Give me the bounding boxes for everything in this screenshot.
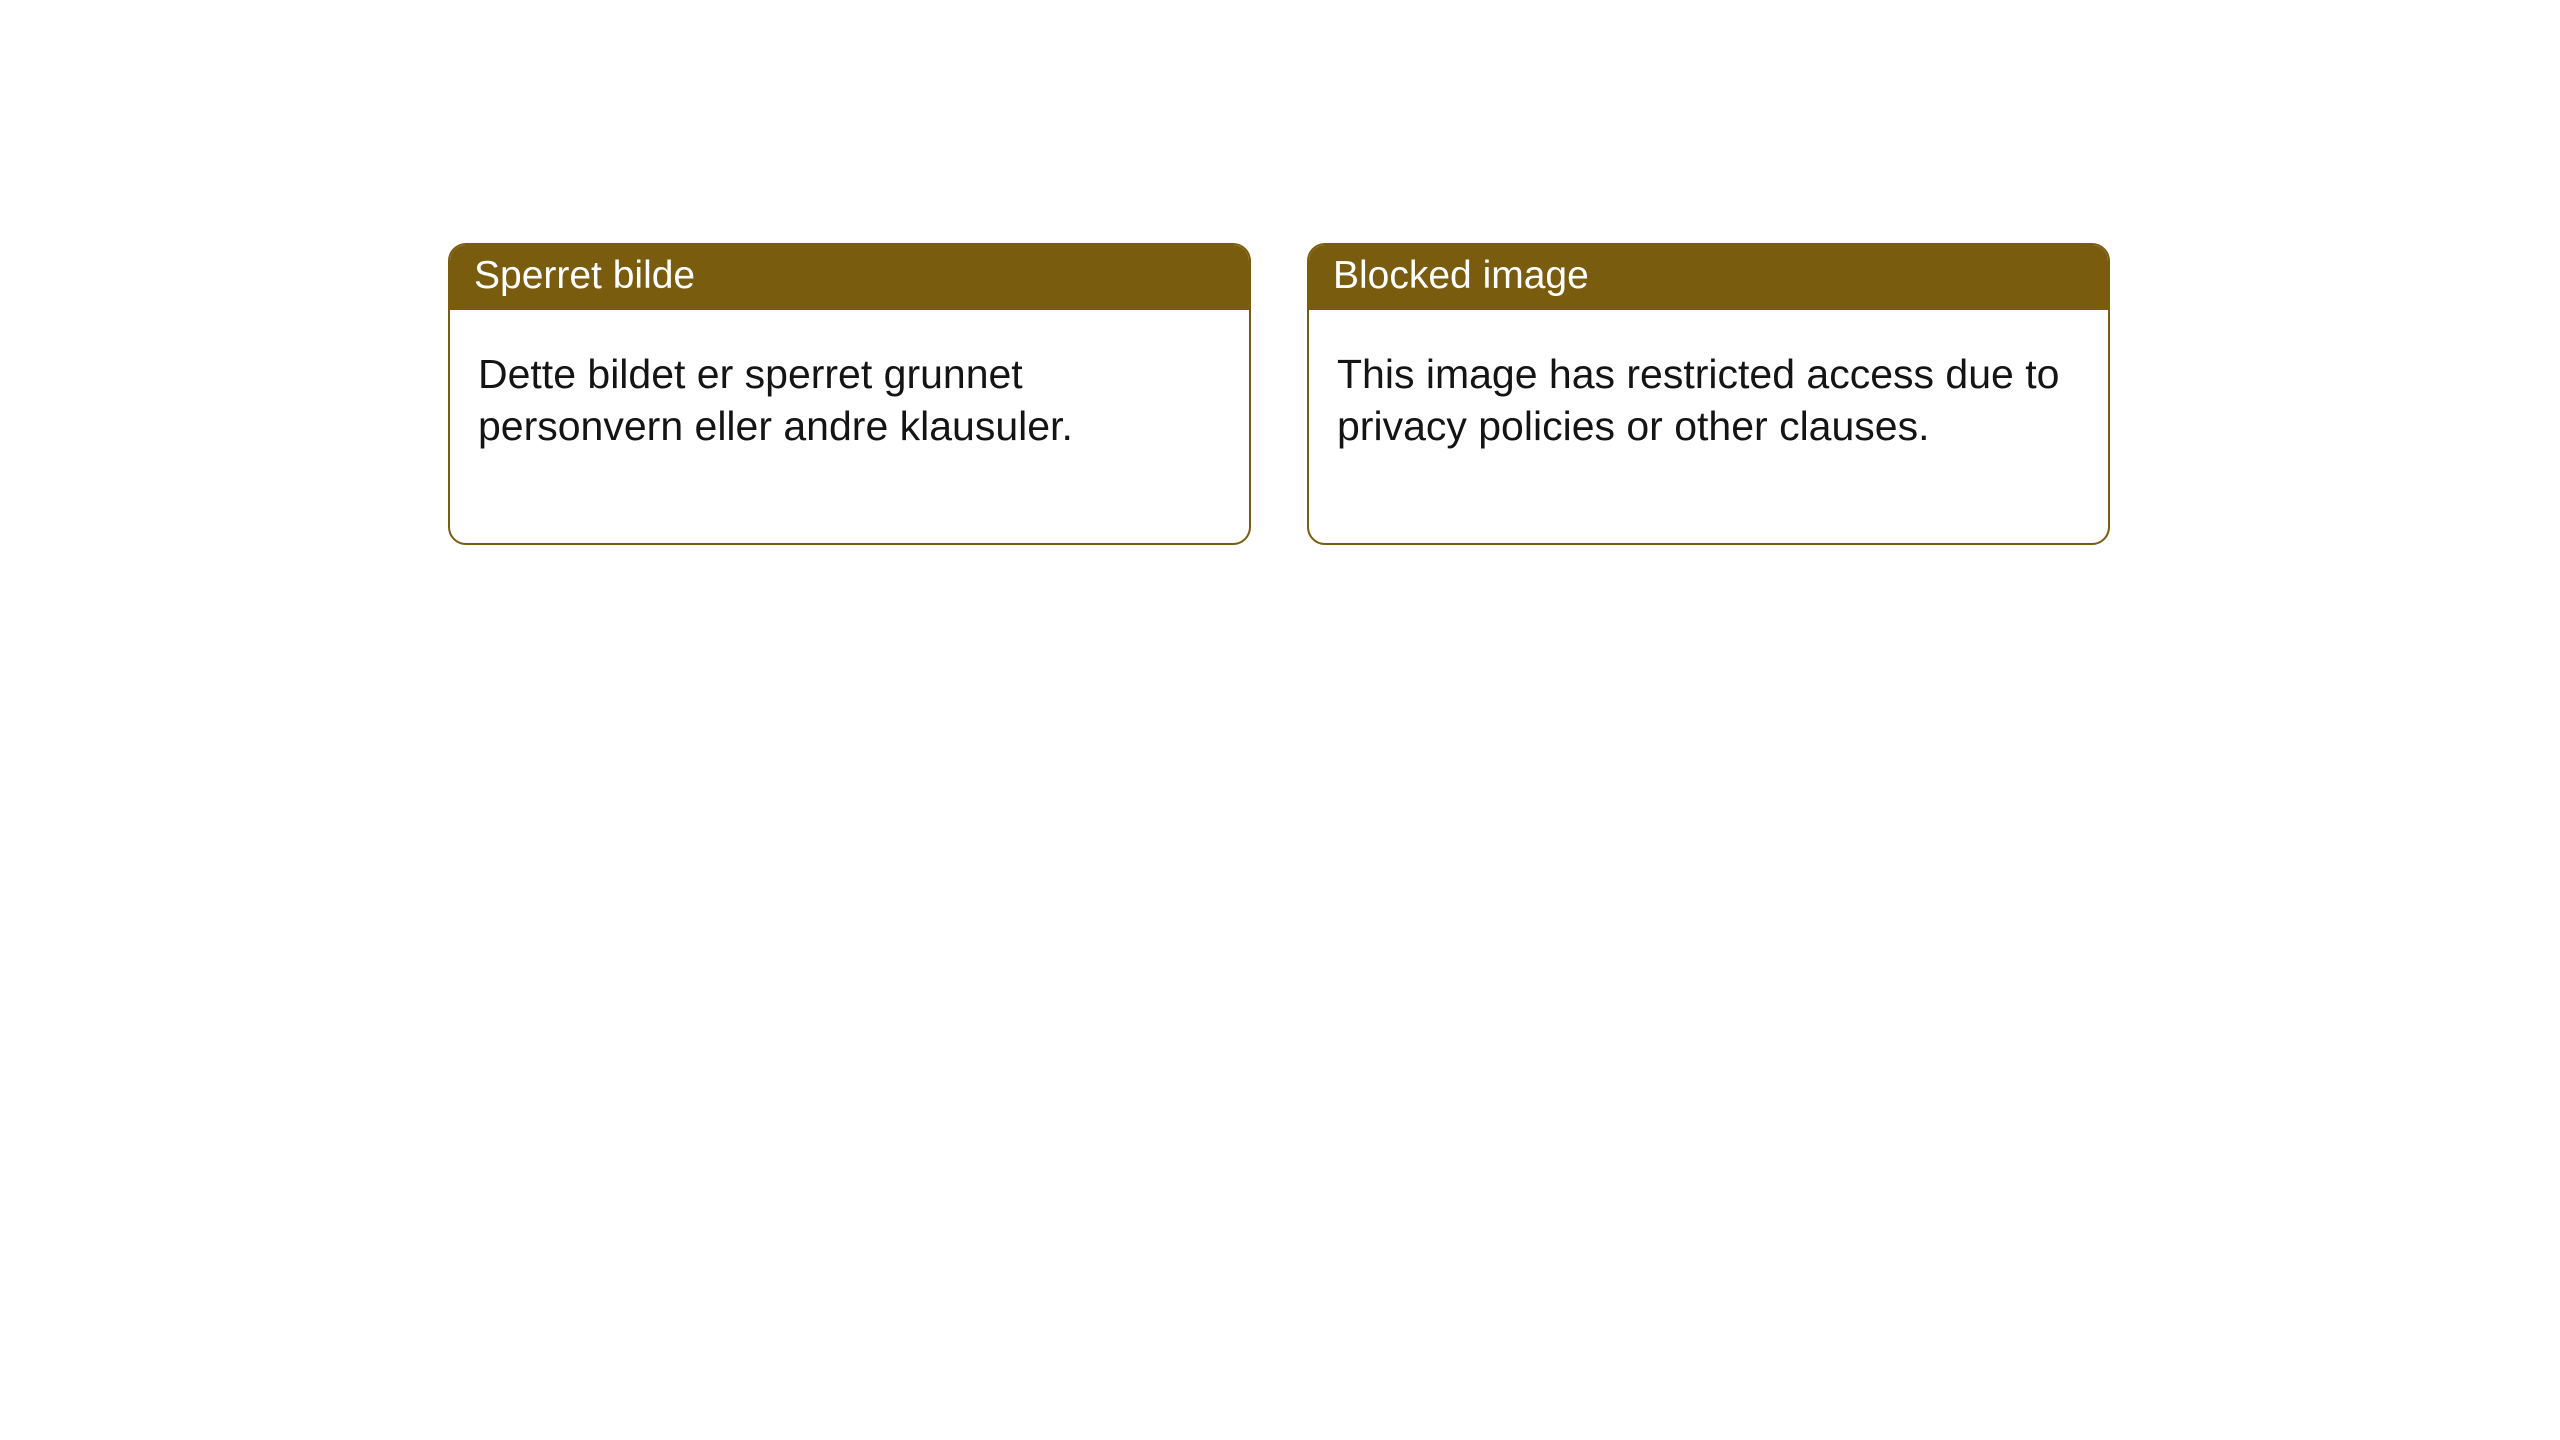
notice-card-body: Dette bildet er sperret grunnet personve… [450,310,1249,543]
notice-card-no: Sperret bilde Dette bildet er sperret gr… [448,243,1251,545]
notice-card-title: Blocked image [1309,245,2108,310]
notice-card-row: Sperret bilde Dette bildet er sperret gr… [448,243,2110,545]
notice-card-title: Sperret bilde [450,245,1249,310]
notice-card-body: This image has restricted access due to … [1309,310,2108,543]
notice-card-en: Blocked image This image has restricted … [1307,243,2110,545]
